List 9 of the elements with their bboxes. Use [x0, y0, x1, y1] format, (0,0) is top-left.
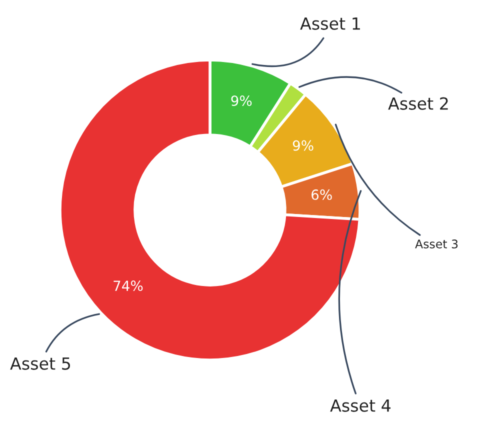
data-label: 9%: [292, 140, 314, 151]
data-label: 6%: [312, 189, 332, 200]
data-label: 9%: [231, 95, 252, 106]
slice-label: Asset 5: [10, 357, 70, 370]
slice-label: Asset 1: [300, 17, 360, 30]
slice-label: Asset 2: [388, 97, 448, 110]
data-label: 74%: [114, 280, 143, 292]
slice-label: Asset 3: [415, 239, 458, 248]
slice-label: Asset 4: [330, 399, 391, 412]
